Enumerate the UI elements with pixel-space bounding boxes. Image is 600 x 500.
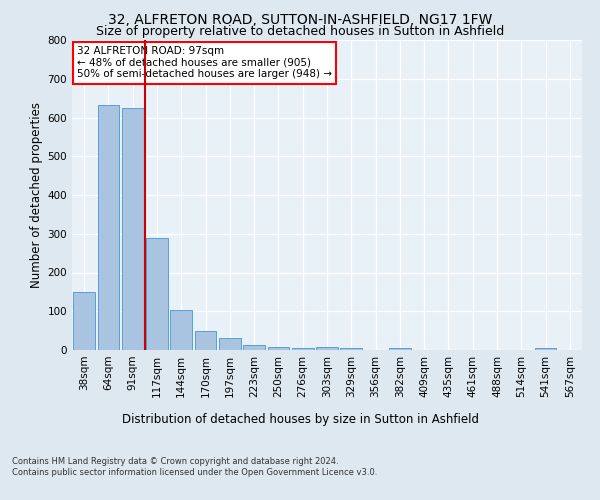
Bar [535,348,556,350]
Text: Size of property relative to detached houses in Sutton in Ashfield: Size of property relative to detached ho… [96,25,504,38]
Bar [292,348,314,350]
Bar [268,347,289,350]
Bar [146,238,168,350]
Bar [219,338,241,350]
Text: Contains HM Land Registry data © Crown copyright and database right 2024.
Contai: Contains HM Land Registry data © Crown c… [12,458,377,477]
Bar [73,292,95,350]
Bar [340,348,362,350]
Text: 32, ALFRETON ROAD, SUTTON-IN-ASHFIELD, NG17 1FW: 32, ALFRETON ROAD, SUTTON-IN-ASHFIELD, N… [108,12,492,26]
Bar [389,348,411,350]
Bar [316,347,338,350]
Bar [170,310,192,350]
Text: 32 ALFRETON ROAD: 97sqm
← 48% of detached houses are smaller (905)
50% of semi-d: 32 ALFRETON ROAD: 97sqm ← 48% of detache… [77,46,332,80]
Bar [243,346,265,350]
Bar [122,108,143,350]
Text: Distribution of detached houses by size in Sutton in Ashfield: Distribution of detached houses by size … [121,412,479,426]
Bar [194,332,217,350]
Bar [97,105,119,350]
Y-axis label: Number of detached properties: Number of detached properties [31,102,43,288]
